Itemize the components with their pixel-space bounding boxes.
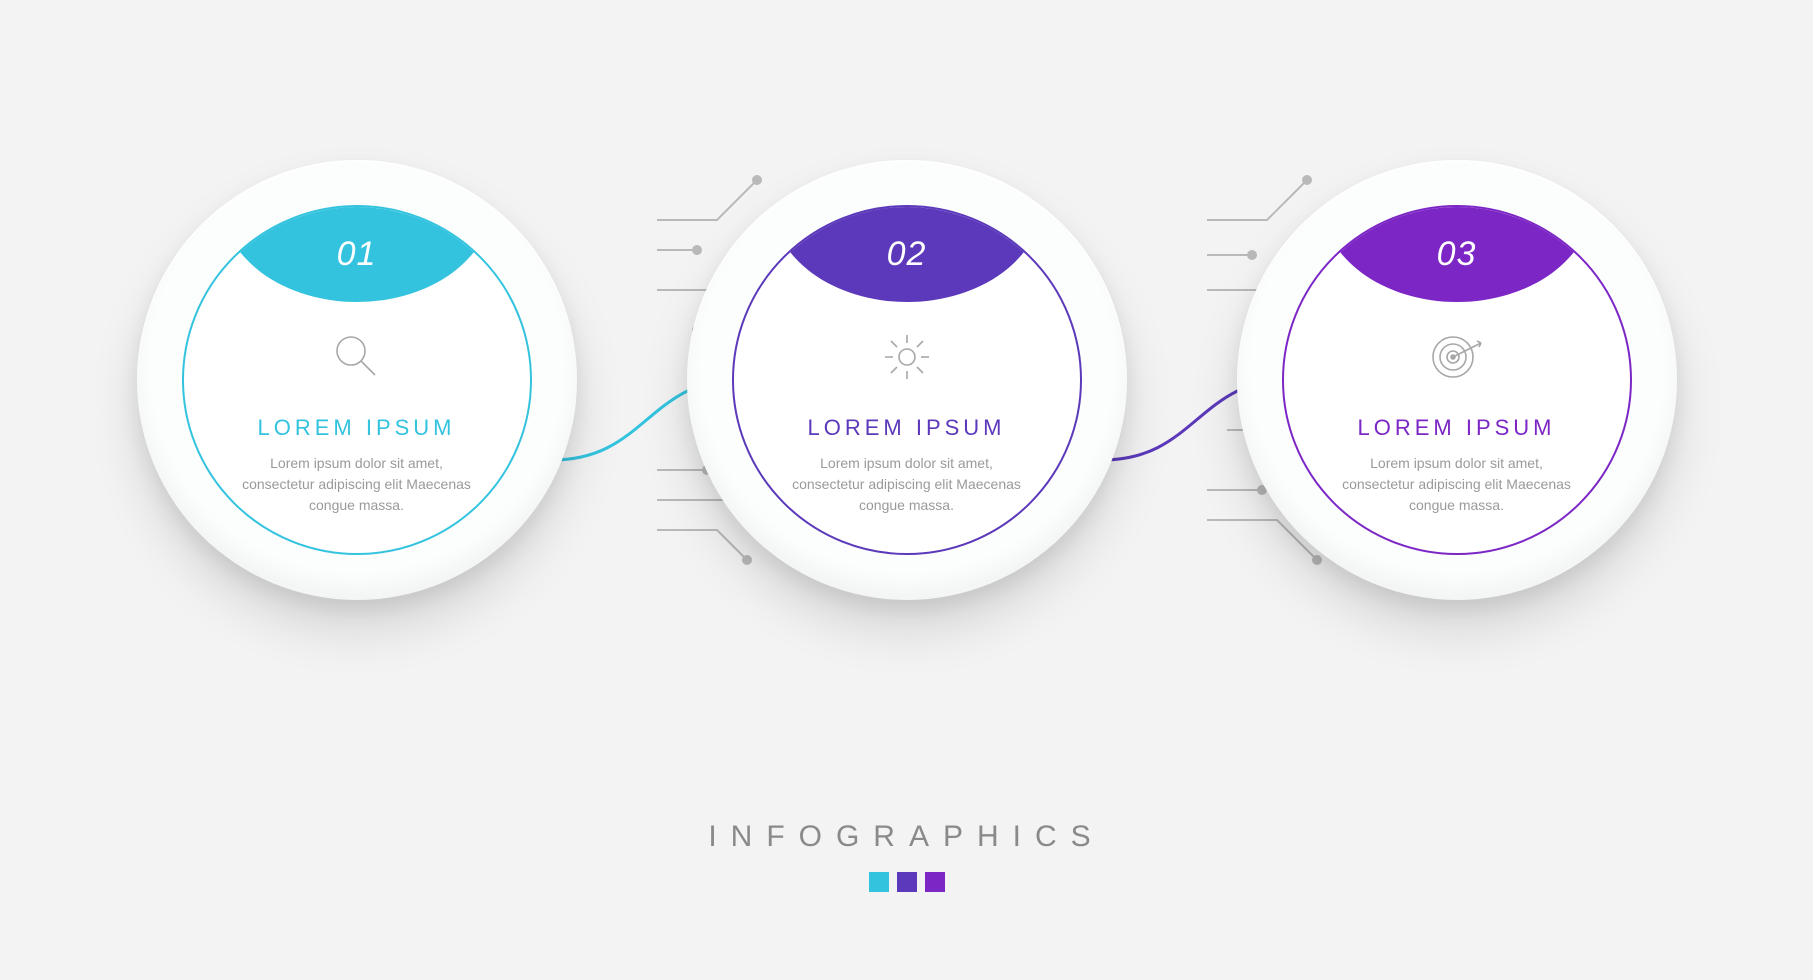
- step-number-3: 03: [1437, 235, 1477, 274]
- step-desc-3: Lorem ipsum dolor sit amet, consectetur …: [1334, 453, 1580, 516]
- footer-label: INFOGRAPHICS: [0, 820, 1813, 854]
- step-inner-2: 02 LOREM IPSUM Lore: [732, 205, 1082, 555]
- step-card-3: 03 LOREM IPSUM Lorem ipsum dolor sit ame…: [1237, 160, 1677, 600]
- step-number-1: 01: [337, 235, 377, 274]
- target-icon: [1425, 325, 1489, 389]
- step-title-3: LOREM IPSUM: [1284, 415, 1630, 441]
- search-icon: [325, 325, 389, 389]
- footer: INFOGRAPHICS: [0, 820, 1813, 892]
- step-card-1: 01 LOREM IPSUM Lorem ipsum dolor sit ame…: [137, 160, 577, 600]
- step-desc-2: Lorem ipsum dolor sit amet, consectetur …: [784, 453, 1030, 516]
- step-title-2: LOREM IPSUM: [734, 415, 1080, 441]
- step-title-1: LOREM IPSUM: [184, 415, 530, 441]
- swatch-1: [869, 872, 889, 892]
- swatch-3: [925, 872, 945, 892]
- color-swatches: [0, 872, 1813, 892]
- step-inner-3: 03 LOREM IPSUM Lorem ipsum dolor sit ame…: [1282, 205, 1632, 555]
- step-inner-1: 01 LOREM IPSUM Lorem ipsum dolor sit ame…: [182, 205, 532, 555]
- step-desc-1: Lorem ipsum dolor sit amet, consectetur …: [234, 453, 480, 516]
- infographic-stage: 01 LOREM IPSUM Lorem ipsum dolor sit ame…: [137, 160, 1677, 680]
- step-number-2: 02: [887, 235, 927, 274]
- step-card-2: 02 LOREM IPSUM Lore: [687, 160, 1127, 600]
- gear-icon: [875, 325, 939, 389]
- swatch-2: [897, 872, 917, 892]
